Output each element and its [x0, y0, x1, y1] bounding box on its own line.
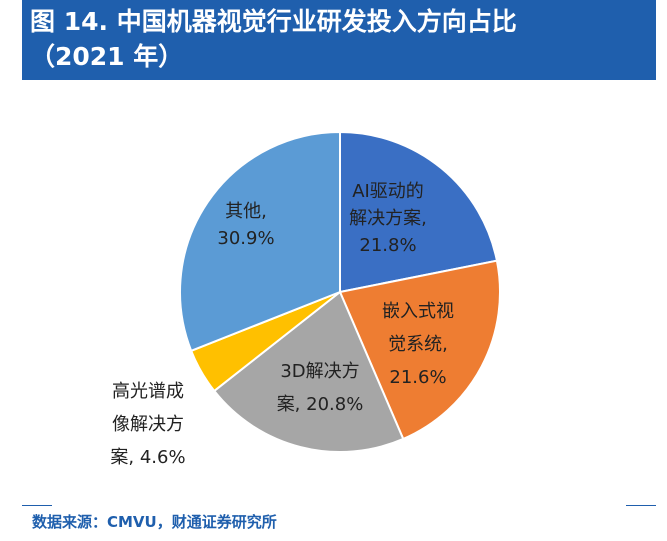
slice-label-line: 案, 20.8% — [277, 394, 364, 415]
slice-label-line: AI驱动的 — [352, 181, 424, 202]
pie-slice-1 — [339, 130, 499, 294]
pie-slice-3 — [212, 290, 405, 453]
chart-title-line2: （2021 年） — [30, 42, 184, 71]
slice-label-line: 嵌入式视 — [382, 301, 454, 322]
footer-rule-right — [626, 505, 656, 506]
slice-label-line: 案, 4.6% — [110, 447, 185, 468]
slice-label-line: 其他, — [225, 201, 267, 222]
chart-title-line1: 图 14. 中国机器视觉行业研发投入方向占比 — [30, 7, 517, 36]
slice-label-line: 觉系统, — [388, 334, 448, 355]
pie-slices — [179, 130, 502, 453]
pie-slice-5 — [179, 130, 341, 353]
slice-label-line: 解决方案, — [349, 208, 427, 229]
pie-labels: AI驱动的解决方案, 21.8% 嵌入式视觉系统, 21.6% 3D解决方案, 20.8… — [110, 181, 454, 468]
footer-rule-left — [22, 505, 52, 506]
slice-label-line: 高光谱成 — [112, 381, 184, 402]
title-banner: 图 14. 中国机器视觉行业研发投入方向占比 （2021 年） — [22, 0, 656, 80]
slice-label-line: 3D解决方 — [280, 361, 359, 382]
slice-label-2: 嵌入式视觉系统, 21.6% — [382, 301, 454, 388]
source-note: 数据来源：CMVU，财通证券研究所 — [32, 513, 277, 531]
slice-label-line: 21.8% — [359, 235, 416, 256]
pie-slice-2 — [338, 259, 502, 441]
slice-label-5: 其他, 30.9% — [217, 201, 274, 249]
slice-label-line: 30.9% — [217, 228, 274, 249]
slice-label-1: AI驱动的解决方案, 21.8% — [349, 181, 427, 256]
slice-label-line: 像解决方 — [112, 414, 184, 435]
slice-label-3: 3D解决方案, 20.8% — [277, 361, 364, 415]
slice-label-4: 高光谱成像解决方案, 4.6% — [110, 381, 185, 468]
slice-label-line: 21.6% — [389, 367, 446, 388]
